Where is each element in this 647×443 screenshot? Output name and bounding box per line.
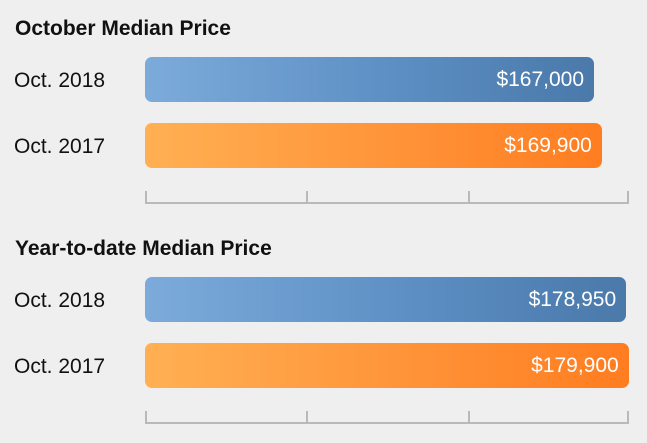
bar-oct-2017: $179,900 — [145, 343, 629, 388]
october-median-price-chart: October Median Price Oct. 2018 $167,000 … — [0, 0, 647, 210]
x-axis-tick — [145, 191, 147, 204]
x-axis-line — [145, 202, 629, 204]
bar-oct-2018: $178,950 — [145, 277, 627, 322]
bar-value-oct-2018: $178,950 — [528, 287, 617, 311]
category-label-oct-2017: Oct. 2017 — [14, 135, 106, 158]
chart-title: October Median Price — [15, 17, 231, 40]
bar-oct-2017: $169,900 — [145, 123, 602, 168]
x-axis-tick — [627, 191, 629, 204]
x-axis-tick — [467, 191, 470, 204]
category-label-oct-2018: Oct. 2018 — [14, 69, 106, 92]
chart-title: Year-to-date Median Price — [15, 237, 272, 260]
x-axis — [145, 410, 629, 424]
x-axis-tick — [306, 411, 309, 424]
bar-oct-2018: $167,000 — [145, 57, 595, 102]
year-to-date-median-price-chart: Year-to-date Median Price Oct. 2018 $178… — [0, 220, 647, 430]
bar-value-oct-2018: $167,000 — [496, 67, 585, 91]
bar-value-oct-2017: $169,900 — [504, 133, 592, 157]
x-axis-tick — [627, 411, 629, 424]
bar-value-oct-2017: $179,900 — [531, 353, 619, 377]
category-label-oct-2017: Oct. 2017 — [14, 355, 106, 378]
x-axis-line — [145, 422, 629, 424]
x-axis-tick — [145, 411, 147, 424]
x-axis-tick — [467, 411, 470, 424]
x-axis — [145, 190, 629, 204]
x-axis-tick — [306, 191, 309, 204]
category-label-oct-2018: Oct. 2018 — [14, 289, 106, 312]
